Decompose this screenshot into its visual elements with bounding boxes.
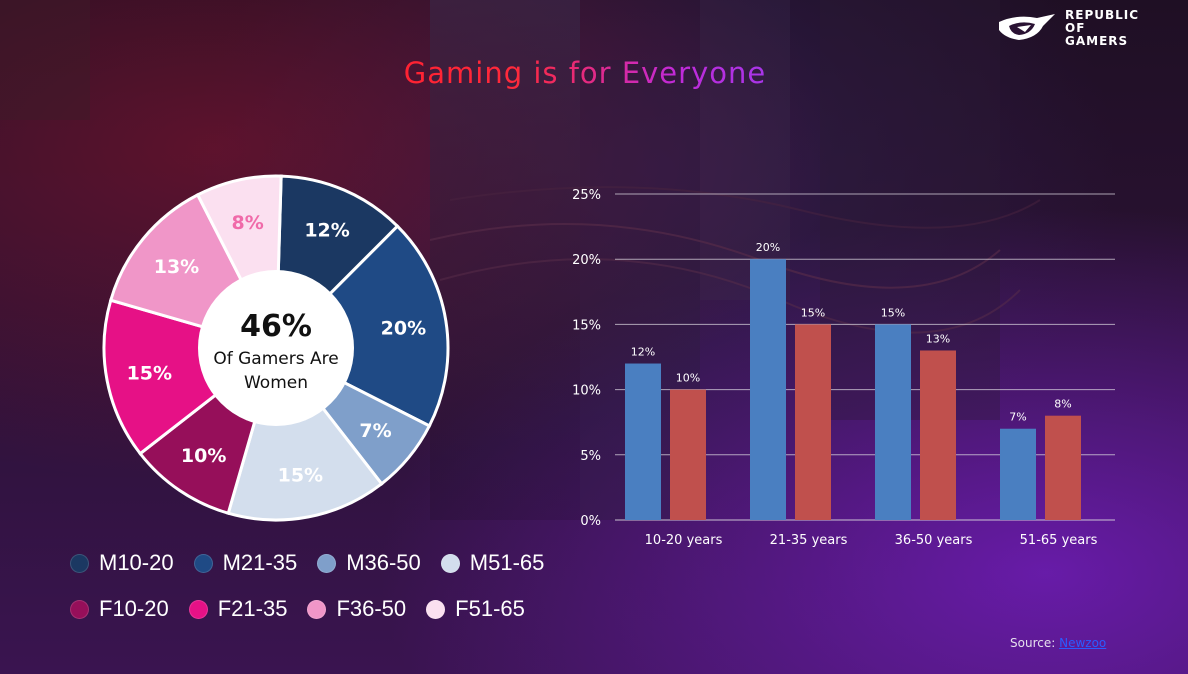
legend-item: M21-35	[193, 548, 298, 578]
donut-slice-label: 12%	[304, 220, 349, 242]
legend-item: F51-65	[426, 594, 525, 624]
donut-slice-label: 15%	[127, 362, 172, 384]
bar-series2	[1045, 415, 1081, 520]
bar-data-label: 15%	[801, 306, 825, 319]
bar-series2	[920, 350, 956, 520]
source-link[interactable]: Newzoo	[1059, 636, 1107, 650]
legend-item: F36-50	[307, 594, 406, 624]
legend-label: M36-50	[346, 550, 421, 575]
bar-data-label: 12%	[631, 346, 655, 359]
legend-swatch	[70, 599, 89, 619]
x-tick-label: 21-35 years	[770, 533, 848, 548]
legend-item: F10-20	[70, 594, 169, 624]
page-title: Gaming is for Everyone	[360, 56, 810, 90]
donut-center-circle	[198, 270, 354, 426]
y-tick-label: 0%	[580, 514, 601, 529]
source-label: Source:	[1010, 636, 1056, 650]
donut-chart: 12% 20% 7% 15% 10% 15% 13% 8% 46% Of Gamers Are…	[102, 174, 450, 522]
legend-label: M21-35	[222, 550, 298, 575]
donut-center-line1: Of Gamers Are	[213, 349, 338, 369]
bar-series1	[1000, 428, 1036, 520]
bar-series2	[795, 324, 831, 520]
y-tick-label: 20%	[572, 253, 601, 268]
y-tick-label: 10%	[572, 384, 601, 399]
title-container: Gaming is for Everyone	[360, 56, 810, 96]
donut-slice-label: 8%	[232, 212, 264, 234]
bar-data-label: 15%	[881, 306, 905, 319]
bar-data-label: 8%	[1054, 398, 1071, 411]
source-note: Source: Newzoo	[1010, 636, 1106, 650]
legend-item: M36-50	[317, 548, 421, 578]
legend-item: M10-20	[70, 548, 174, 578]
legend-label: F51-65	[455, 596, 525, 621]
y-tick-label: 15%	[572, 318, 601, 333]
logo-text: REPUBLIC OF GAMERS	[1065, 7, 1140, 48]
bar-series1	[750, 259, 786, 520]
rog-logo: REPUBLIC OF GAMERS	[997, 8, 1147, 48]
donut-slice-label: 20%	[381, 318, 426, 340]
x-tick-label: 51-65 years	[1020, 533, 1098, 548]
donut-center-percent: 46%	[240, 309, 312, 344]
bar-data-label: 13%	[926, 332, 950, 345]
y-tick-label: 5%	[580, 449, 601, 464]
donut-slice-label: 15%	[278, 465, 323, 487]
y-tick-label: 25%	[572, 188, 601, 203]
x-tick-label: 36-50 years	[895, 533, 973, 548]
legend-swatch	[440, 553, 460, 573]
legend-swatch	[188, 599, 208, 619]
legend-label: F36-50	[336, 596, 407, 621]
rog-eye-icon	[999, 14, 1055, 40]
legend-swatch	[193, 553, 213, 573]
legend-swatch	[426, 599, 446, 619]
legend-row: F10-20 F21-35 F36-50 F51-65	[70, 594, 570, 624]
legend-swatch	[317, 553, 337, 573]
legend-swatch	[307, 599, 327, 619]
legend-label: M51-65	[469, 550, 545, 575]
donut-slice-label: 7%	[359, 420, 391, 442]
bar-series1	[625, 363, 661, 520]
legend-item: F21-35	[188, 594, 288, 624]
legend-swatch	[70, 553, 89, 573]
donut-center-line2: Women	[244, 373, 308, 393]
x-tick-label: 10-20 years	[645, 533, 723, 548]
legend-item: M51-65	[440, 548, 545, 578]
bar-data-label: 20%	[756, 241, 780, 254]
donut-slice-label: 13%	[154, 256, 199, 278]
legend-label: F21-35	[217, 596, 288, 621]
legend-label: M10-20	[99, 550, 174, 575]
donut-slice-label: 10%	[181, 445, 226, 467]
donut-legend: M10-20 M21-35 M36-50 M51-65 F10-20 F21-35 F36-…	[70, 548, 570, 640]
bar-series2	[670, 389, 706, 520]
bar-data-label: 10%	[676, 372, 700, 385]
bar-series1	[875, 324, 911, 520]
bar-chart: 0%5%10%15%20%25% 12%10%20%15% 15%13%7%8% …	[572, 188, 1115, 548]
legend-label: F10-20	[99, 596, 169, 621]
legend-row: M10-20 M21-35 M36-50 M51-65	[70, 548, 570, 578]
bar-data-label: 7%	[1009, 411, 1026, 424]
